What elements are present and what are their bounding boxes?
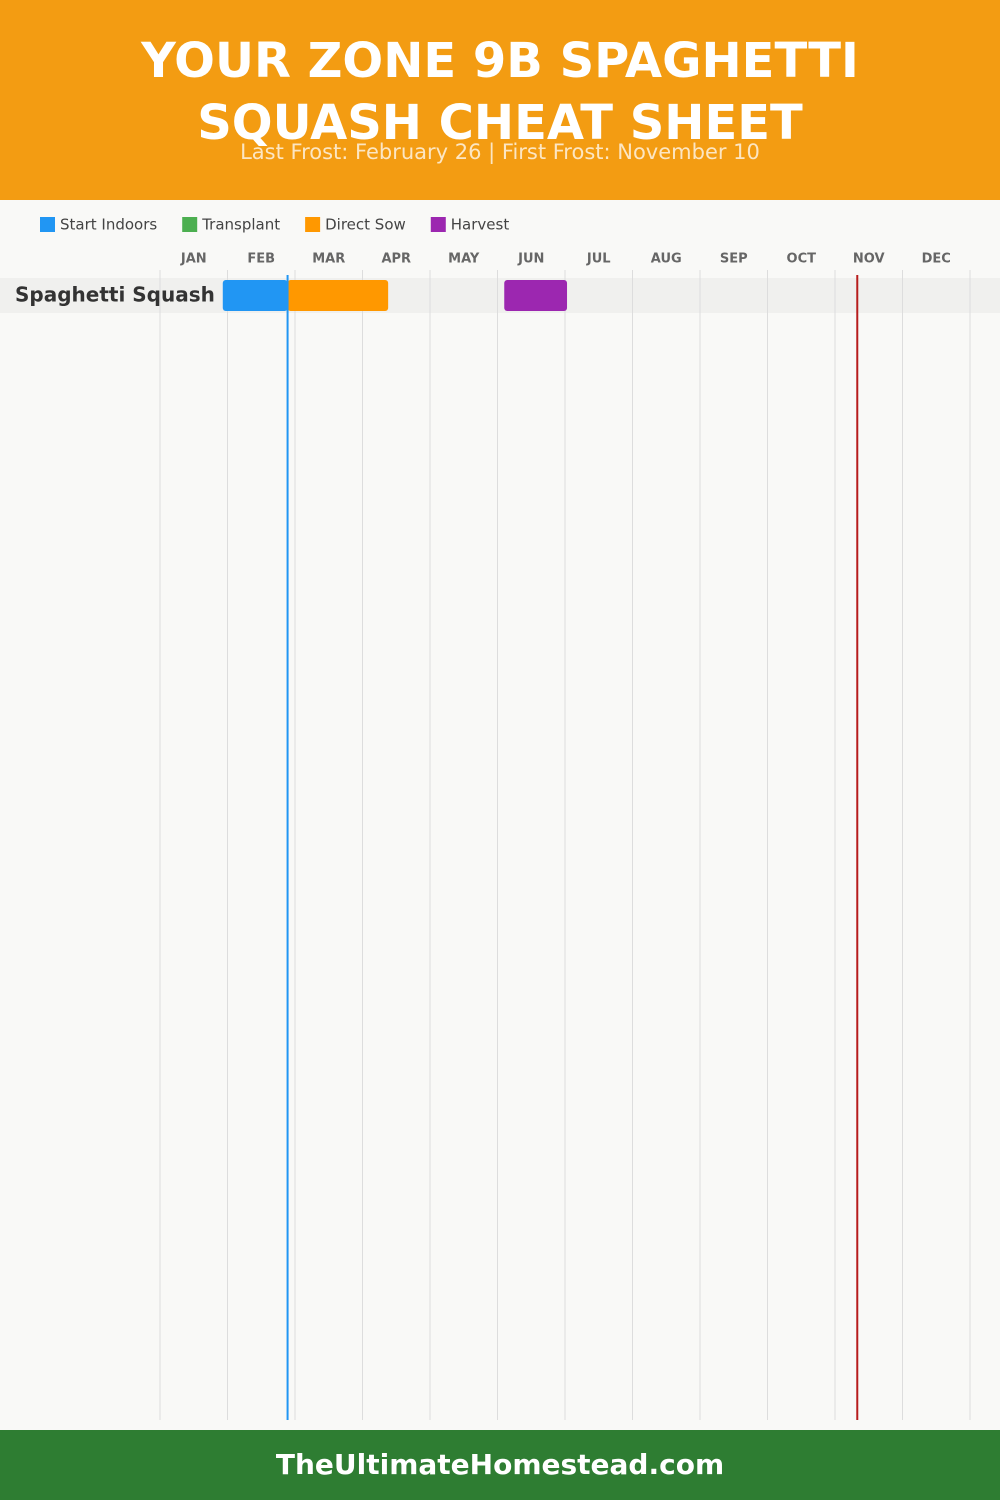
x-tick-label: AUG: [651, 252, 682, 267]
bar: [504, 280, 568, 311]
x-tick-label: JAN: [180, 252, 207, 267]
x-tick-label: JUL: [586, 252, 611, 267]
header: YOUR ZONE 9B SPAGHETTI SQUASH CHEAT SHEE…: [0, 0, 1000, 200]
legend-swatch: [182, 217, 198, 232]
x-tick-label: OCT: [787, 252, 817, 267]
x-tick-label: DEC: [922, 252, 951, 267]
footer: TheUltimateHomestead.com: [0, 1430, 1000, 1500]
x-tick-label: MAR: [312, 252, 345, 267]
bar: [287, 280, 389, 311]
x-tick-label: NOV: [853, 252, 885, 267]
legend-label: Start Indoors: [60, 216, 157, 234]
row-band: [0, 278, 1000, 313]
chart: Start Indoors Transplant Direct Sow Harvest…: [0, 216, 1000, 1420]
x-tick-label: FEB: [247, 252, 275, 267]
legend-swatch: [430, 217, 446, 232]
legend-swatch: [40, 217, 55, 232]
subtitle: Last Frost: February 26 | First Frost: N…: [240, 140, 760, 164]
x-tick-label: SEP: [720, 252, 748, 267]
bar: [222, 280, 288, 311]
x-tick-label: JUN: [517, 252, 544, 267]
x-tick-label: APR: [381, 252, 411, 267]
title: YOUR ZONE 9B SPAGHETTI SQUASH CHEAT SHEE…: [141, 33, 859, 151]
row-label: Spaghetti Squash: [15, 283, 215, 307]
legend-label: Transplant: [201, 216, 280, 234]
legend-swatch: [305, 217, 321, 232]
x-tick-label: MAY: [448, 252, 480, 267]
legend-label: Harvest: [451, 216, 510, 234]
legend-label: Direct Sow: [325, 216, 406, 234]
